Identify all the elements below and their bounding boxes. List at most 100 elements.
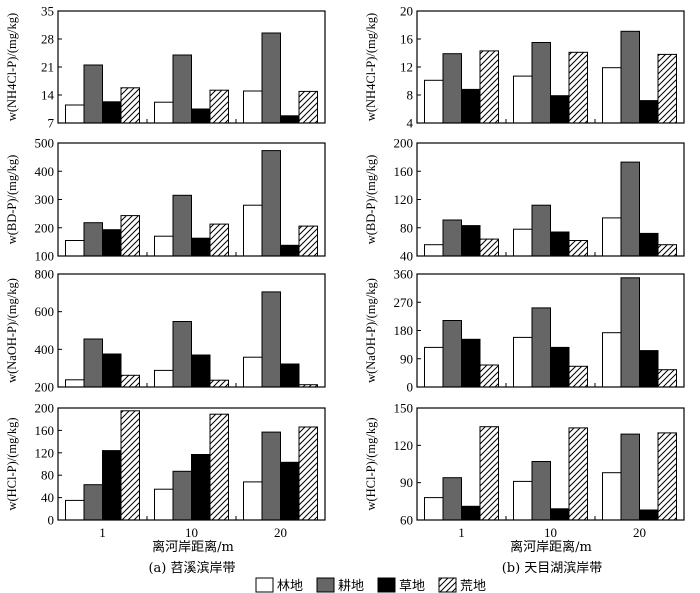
bar-wasteland [209,89,229,124]
bar-grassland [191,237,211,257]
bar-cropland [442,320,462,388]
bar-cropland [531,461,551,521]
bar-grassland [461,505,481,521]
panel: 7 14 21 28 35 w(NH4Cl-P)/(mg/kg) [5,4,326,131]
y-tick-label: 160 [394,164,414,179]
y-tick-label: 16 [400,32,414,47]
y-tick-label: 35 [41,4,54,19]
y-axis-label: w(BD-P)/(mg/kg) [5,155,19,245]
x-axis-label-a: 离河岸距离/m [152,539,234,555]
legend-label-forest: 林地 [277,579,303,593]
bar-grassland [639,350,659,388]
bar-wasteland [657,369,677,388]
y-axis-label: w(HCl-P)/(mg/kg) [5,417,19,510]
bar-grassland [639,509,659,521]
bar-grassland [550,95,570,124]
bar-wasteland [479,238,499,257]
y-tick-label: 12 [400,60,413,75]
y-tick-label: 600 [35,304,55,319]
y-tick-label: 120 [394,438,414,453]
x-tick-label: 20 [633,525,646,540]
bar-grassland [550,231,570,257]
plot-frame [57,407,326,521]
y-tick-label: 80 [41,468,54,483]
bar-forest [602,217,622,257]
bar-cropland [83,64,103,124]
y-tick-label: 200 [35,220,55,235]
bar-forest [65,499,85,521]
bar-wasteland [568,51,588,124]
bar-cropland [172,194,192,257]
x-tick-label: 1 [99,525,106,540]
bar-wasteland [568,240,588,257]
bar-forest [513,336,533,388]
bar-wasteland [120,87,140,124]
bar-cropland [531,204,551,257]
bar-forest [243,90,263,124]
bar-wasteland [657,432,677,521]
panel: 4 8 12 16 20 w(NH4Cl-P)/(mg/kg) [364,4,685,131]
bar-cropland [442,53,462,124]
bar-cropland [83,338,103,388]
bar-forest [243,356,263,388]
panel: 200 400 600 800 w(NaOH-P)/(mg/kg) [5,267,326,395]
y-tick-label: 8 [407,88,414,103]
y-tick-label: 120 [394,192,414,207]
bar-grassland [191,454,211,521]
x-tick-label: 10 [185,525,198,540]
bar-cropland [261,150,281,257]
y-tick-label: 100 [35,249,55,264]
bar-wasteland [479,50,499,124]
bar-grassland [639,100,659,124]
y-tick-label: 90 [400,351,413,366]
bar-cropland [172,54,192,124]
bar-forest [602,67,622,124]
bar-wasteland [120,410,140,521]
bar-wasteland [298,225,318,257]
bar-cropland [172,321,192,388]
legend-item-forest: 林地 [255,577,303,593]
y-tick-label: 150 [394,401,414,416]
panel: 60 90 120 150 1 10 20 w(HCl-P)/(mg/kg) [364,401,685,540]
bar-cropland [442,219,462,257]
x-tick-label: 20 [274,525,287,540]
bar-cropland [531,307,551,388]
y-tick-label: 7 [48,116,55,131]
y-tick-label: 40 [400,249,413,264]
bar-forest [424,79,444,124]
bar-wasteland [209,413,229,521]
bar-grassland [102,229,122,257]
bar-cropland [620,30,640,124]
bar-forest [154,235,174,257]
legend-item-grassland: 草地 [377,577,425,593]
legend: 林地 耕地 草地 荒地 [255,577,486,593]
bar-grassland [550,508,570,521]
caption-a: (a) 苕溪滨岸带 [148,560,235,576]
bar-grassland [191,108,211,124]
y-tick-label: 200 [394,136,414,151]
bar-forest [513,228,533,257]
y-tick-label: 14 [41,88,55,103]
bar-forest [602,332,622,388]
bar-grassland [639,232,659,257]
y-axis-label: w(NH4Cl-P)/(mg/kg) [364,13,378,121]
bar-wasteland [298,90,318,124]
bar-cropland [83,222,103,257]
bar-wasteland [657,53,677,124]
bar-forest [154,369,174,388]
x-tick-label: 10 [544,525,557,540]
bar-forest [243,204,263,257]
bar-cropland [531,42,551,124]
y-tick-label: 4 [407,116,414,131]
bar-grassland [461,88,481,124]
y-axis-label: w(HCl-P)/(mg/kg) [364,417,378,510]
y-tick-label: 270 [394,295,414,310]
legend-swatch-forest [255,577,274,593]
y-tick-label: 500 [35,136,55,151]
legend-label-grassland: 草地 [399,579,425,593]
panel: 100 200 300 400 500 w(BD-P)/(mg/kg) [5,136,326,264]
y-tick-label: 200 [35,380,55,395]
bar-wasteland [209,223,229,257]
bar-wasteland [298,426,318,521]
